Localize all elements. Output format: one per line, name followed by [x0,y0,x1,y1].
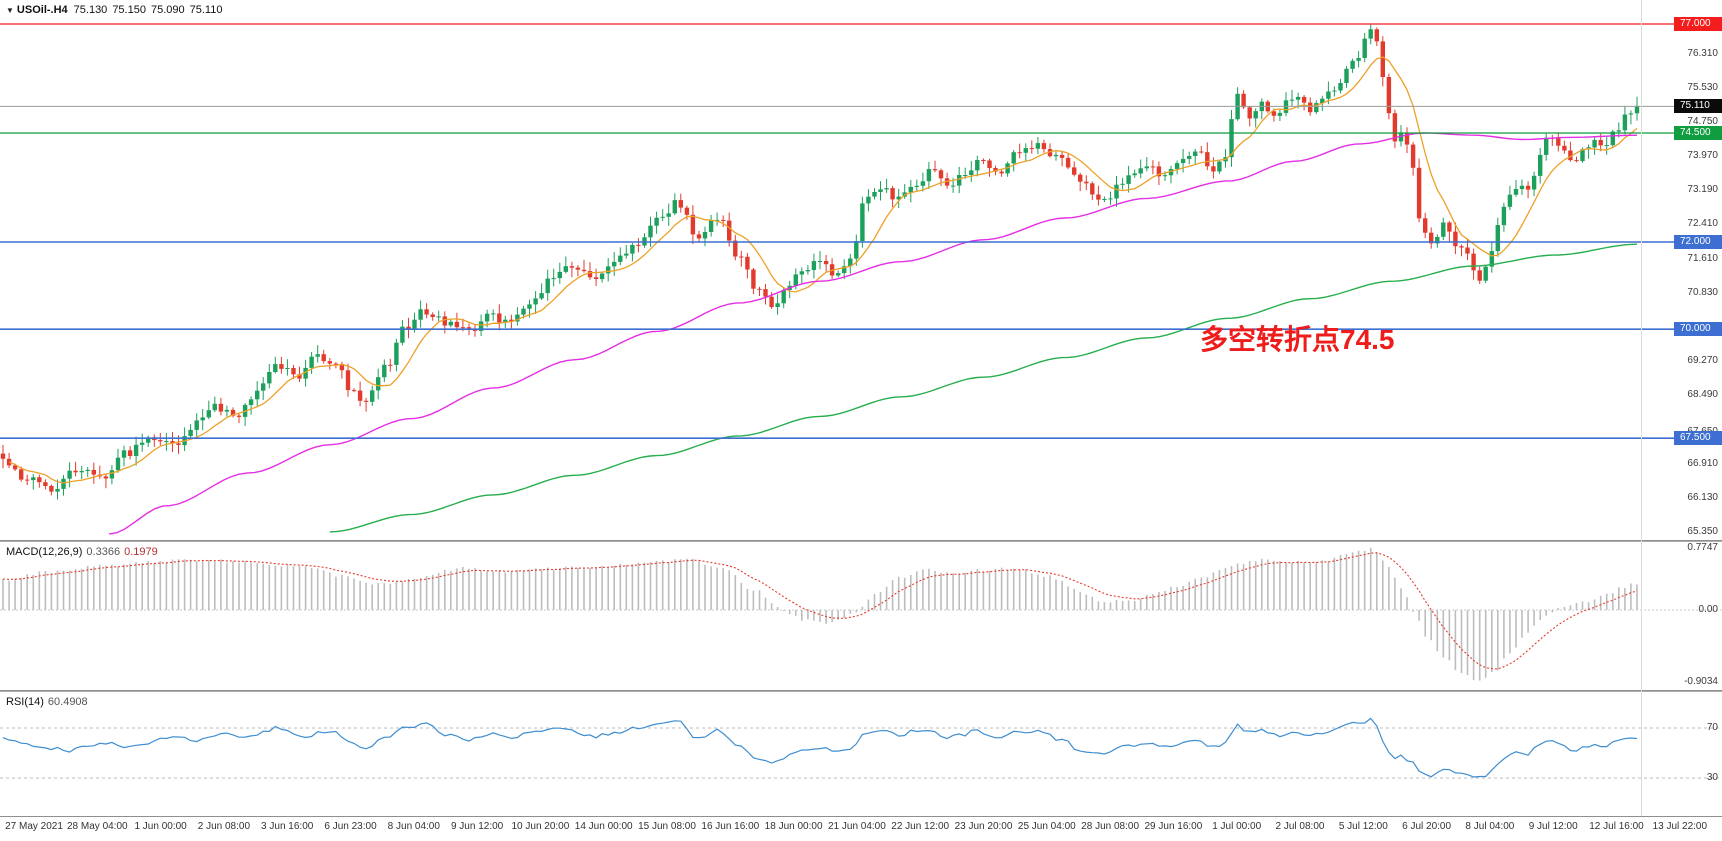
time-axis-separator [0,816,1722,817]
rsi-panel[interactable] [0,692,1722,816]
macd-axis-label: 0.7747 [1687,542,1718,554]
chart-annotation[interactable]: 多空转折点74.5 [1200,324,1395,355]
time-axis-label: 14 Jun 00:00 [574,821,633,832]
quote-close: 75.110 [189,4,223,16]
quote-low: 75.090 [150,4,185,16]
time-axis-label: 8 Jul 04:00 [1465,821,1515,832]
time-axis-label: 2 Jun 08:00 [197,821,251,832]
time-axis-label: 13 Jul 22:00 [1652,821,1708,832]
macd-main-value: 0.3366 [86,546,121,558]
rsi-name: RSI(14) [6,696,44,708]
price-tick-label: 73.190 [1687,184,1718,196]
quote-open: 75.130 [73,4,108,16]
time-axis-label: 6 Jul 20:00 [1402,821,1452,832]
time-axis-label: 25 Jun 04:00 [1017,821,1076,832]
time-axis-label: 9 Jun 12:00 [450,821,504,832]
time-axis-label: 1 Jul 00:00 [1212,821,1262,832]
time-axis-label: 29 Jun 16:00 [1144,821,1203,832]
price-tick-label: 66.910 [1687,457,1718,469]
time-axis-label: 9 Jul 12:00 [1528,821,1578,832]
macd-name: MACD(12,26,9) [6,546,83,558]
price-scale-separator [1641,0,1642,816]
symbol-dropdown-arrow[interactable]: ▼ [6,6,14,15]
price-level-label: 74.500 [1674,126,1722,140]
price-tick-label: 66.130 [1687,491,1718,503]
price-tick-label: 68.490 [1687,389,1718,401]
macd-panel-splitter[interactable] [0,540,1722,542]
time-axis-label: 28 Jun 08:00 [1081,821,1140,832]
time-axis-label: 2 Jul 08:00 [1275,821,1325,832]
main-chart-panel[interactable] [0,0,1722,540]
price-tick-label: 67.650 [1687,426,1718,438]
macd-signal-value: 0.1979 [124,546,158,558]
time-axis-label: 15 Jun 08:00 [638,821,696,832]
macd-indicator-label: MACD(12,26,9) 0.3366 0.1979 [6,546,158,558]
chart-title: ▼ USOil-.H4 75.130 75.150 75.090 75.110 [6,4,227,16]
rsi-indicator-label: RSI(14) 60.4908 [6,696,88,708]
time-axis-label: 1 Jun 00:00 [134,821,187,832]
rsi-axis-label: 70 [1706,722,1718,733]
price-tick-label: 75.530 [1687,82,1718,94]
time-axis-label: 10 Jun 20:00 [511,821,570,832]
price-level-label: 72.000 [1674,235,1722,249]
price-tick-label: 65.350 [1687,525,1718,537]
price-level-label: 70.000 [1674,322,1722,337]
price-tick-label: 70.830 [1687,287,1718,298]
time-axis-label: 28 May 04:00 [66,821,128,832]
current-price-label: 75.110 [1674,99,1722,114]
time-axis-label: 8 Jun 04:00 [387,821,440,832]
macd-axis-label: 0.00 [1698,604,1718,615]
rsi-value: 60.4908 [47,696,88,708]
time-axis-label: 6 Jun 23:00 [324,821,377,832]
time-axis-label: 22 Jun 12:00 [891,821,950,832]
time-axis-label: 23 Jun 20:00 [954,821,1013,832]
macd-panel[interactable] [0,542,1722,690]
price-level-label: 67.500 [1674,431,1722,446]
price-tick-label: 71.610 [1687,253,1718,264]
time-axis-label: 3 Jun 16:00 [261,821,314,832]
time-axis-label: 5 Jul 12:00 [1338,821,1388,832]
price-tick-label: 74.750 [1687,116,1718,128]
price-level-label: 77.000 [1674,17,1722,31]
time-axis-label: 18 Jun 00:00 [764,821,823,832]
price-tick-label: 76.310 [1687,48,1718,60]
rsi-axis-label: 30 [1706,772,1718,783]
rsi-panel-splitter[interactable] [0,690,1722,692]
time-axis-label: 16 Jun 16:00 [701,821,760,832]
price-tick-label: 72.410 [1687,218,1718,230]
time-axis-label: 27 May 2021 [5,821,63,832]
price-tick-label: 69.270 [1687,355,1718,367]
time-axis-label: 12 Jul 16:00 [1589,821,1644,832]
symbol-name: USOil-.H4 [16,4,68,16]
time-axis-label: 21 Jun 04:00 [827,821,886,832]
macd-axis-label: -0.9034 [1684,676,1718,688]
price-tick-label: 73.970 [1687,150,1718,162]
quote-high: 75.150 [112,4,146,16]
